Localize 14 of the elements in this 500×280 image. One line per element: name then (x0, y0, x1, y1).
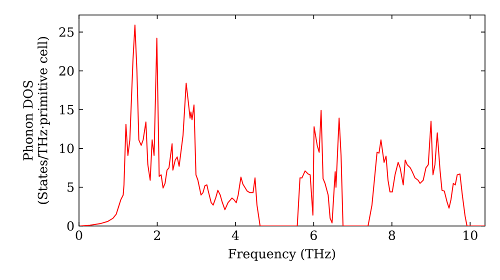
x-tick-label: 8 (388, 230, 396, 240)
y-tick-label: 20 (59, 66, 74, 76)
y-tick-label: 0 (67, 221, 74, 231)
x-tick-label: 2 (154, 230, 160, 240)
x-tick-label: 0 (76, 230, 82, 240)
y-axis-title: Phonon DOS (States/THz·primitive cell) (22, 37, 50, 204)
y-tick-label: 15 (60, 104, 74, 114)
x-axis-title: Frequency (THz) (228, 248, 336, 262)
y-tick-label: 5 (68, 182, 74, 192)
y-tick-label: 10 (60, 144, 74, 154)
x-tick-label: 10 (464, 230, 478, 240)
x-tick-label: 4 (232, 230, 239, 240)
x-tick-label: 6 (310, 230, 317, 240)
y-tick-label: 25 (59, 27, 74, 37)
